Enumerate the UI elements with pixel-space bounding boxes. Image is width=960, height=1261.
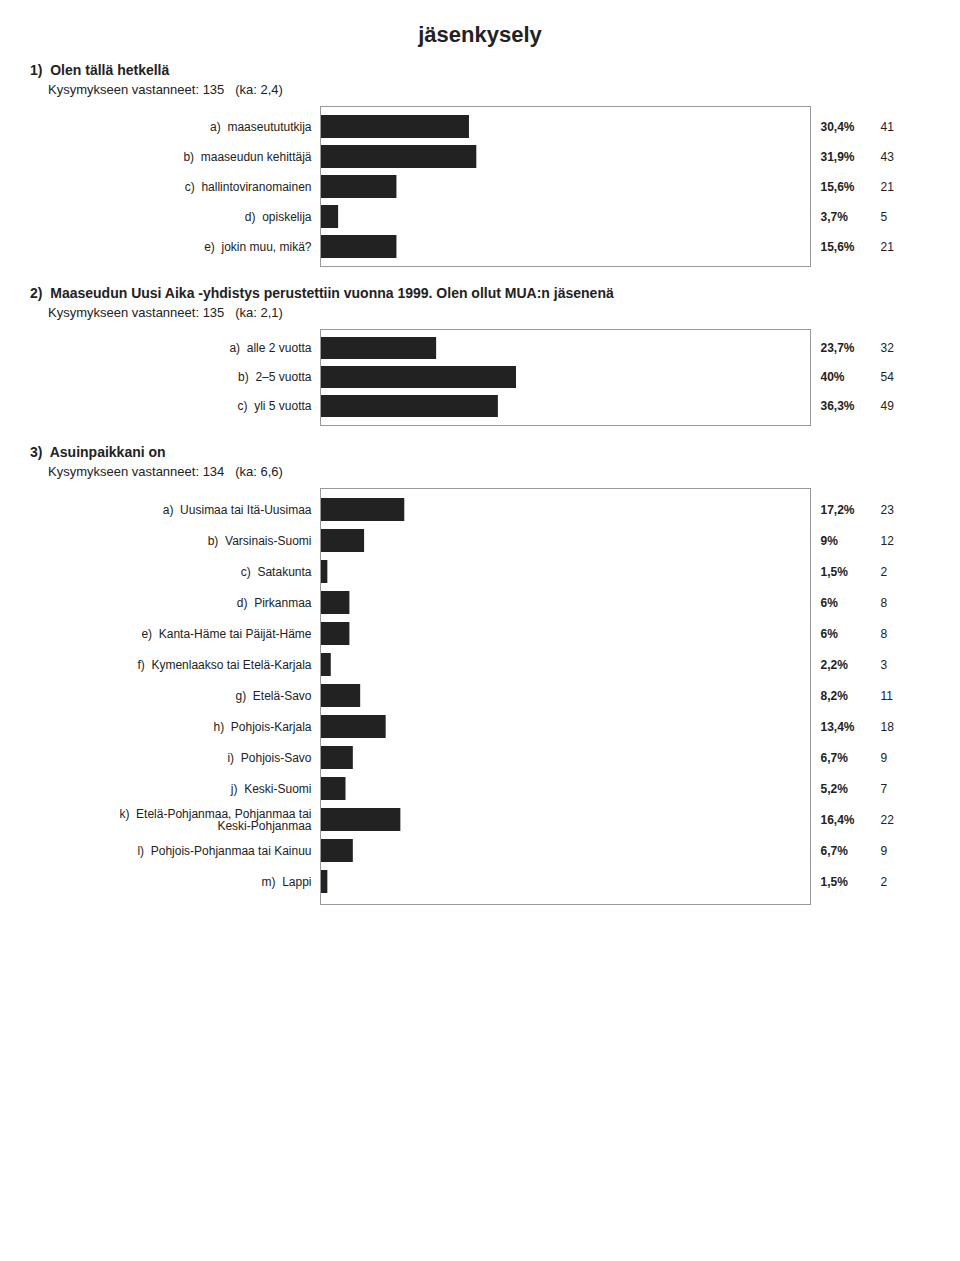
svg-text:2,2%: 2,2% — [821, 658, 849, 672]
svg-text:b) maaseudun kehittäjä: b) maaseudun kehittäjä — [183, 150, 311, 164]
svg-text:43: 43 — [881, 150, 895, 164]
svg-text:9%: 9% — [821, 534, 839, 548]
svg-text:41: 41 — [881, 120, 895, 134]
svg-text:17,2%: 17,2% — [821, 503, 855, 517]
svg-text:23: 23 — [881, 503, 895, 517]
svg-text:k) Etelä-Pohjanmaa, Pohjanmaa: k) Etelä-Pohjanmaa, Pohjanmaa taiKeski-P… — [119, 807, 311, 833]
svg-text:m) Lappi: m) Lappi — [261, 875, 311, 889]
svg-text:b) Varsinais-Suomi: b) Varsinais-Suomi — [208, 534, 312, 548]
svg-text:8: 8 — [881, 627, 888, 641]
svg-text:d) opiskelija: d) opiskelija — [245, 210, 312, 224]
svg-text:11: 11 — [881, 689, 894, 703]
svg-text:e) Kanta-Häme tai Päijät-Häme: e) Kanta-Häme tai Päijät-Häme — [141, 627, 311, 641]
svg-text:5,2%: 5,2% — [821, 782, 849, 796]
svg-text:6,7%: 6,7% — [821, 751, 849, 765]
svg-text:15,6%: 15,6% — [821, 240, 855, 254]
svg-text:8,2%: 8,2% — [821, 689, 849, 703]
svg-text:f) Kymenlaakso tai Etelä-Karj: f) Kymenlaakso tai Etelä-Karjala — [137, 658, 311, 672]
svg-text:g) Etelä-Savo: g) Etelä-Savo — [235, 689, 311, 703]
svg-text:c) yli 5 vuotta: c) yli 5 vuotta — [237, 399, 311, 413]
svg-text:5: 5 — [881, 210, 888, 224]
html-text:Kysymykseen vastanneet: 135 (k: Kysymykseen vastanneet: 135 (ka: 2,4) — [48, 82, 283, 97]
html-text:1) Olen tällä hetkellä: 1) Olen tällä hetkellä — [30, 62, 170, 78]
svg-text:i) Pohjois-Savo: i) Pohjois-Savo — [227, 751, 311, 765]
html-text:jäsenkysely: jäsenkysely — [418, 22, 542, 47]
svg-text:j) Keski-Suomi: j) Keski-Suomi — [230, 782, 312, 796]
svg-text:l) Pohjois-Pohjanmaa tai Kain: l) Pohjois-Pohjanmaa tai Kainuu — [137, 844, 311, 858]
svg-text:30,4%: 30,4% — [821, 120, 855, 134]
svg-text:9: 9 — [881, 751, 888, 765]
html-text:2) Maaseudun Uusi Aika -yhdist: 2) Maaseudun Uusi Aika -yhdistys peruste… — [30, 285, 614, 301]
svg-text:9: 9 — [881, 844, 888, 858]
svg-text:3: 3 — [881, 658, 888, 672]
svg-text:32: 32 — [881, 341, 895, 355]
svg-text:6%: 6% — [821, 627, 839, 641]
svg-text:e) jokin muu, mikä?: e) jokin muu, mikä? — [204, 240, 312, 254]
svg-text:c) hallintoviranomainen: c) hallintoviranomainen — [185, 180, 312, 194]
svg-text:7: 7 — [881, 782, 888, 796]
svg-text:h) Pohjois-Karjala: h) Pohjois-Karjala — [213, 720, 311, 734]
svg-text:a) maaseutututkija: a) maaseutututkija — [210, 120, 312, 134]
svg-text:1,5%: 1,5% — [821, 565, 849, 579]
svg-text:3,7%: 3,7% — [821, 210, 849, 224]
svg-text:a) alle 2 vuotta: a) alle 2 vuotta — [229, 341, 311, 355]
svg-text:36,3%: 36,3% — [821, 399, 855, 413]
svg-text:40%: 40% — [821, 370, 845, 384]
svg-text:8: 8 — [881, 596, 888, 610]
svg-text:21: 21 — [881, 180, 895, 194]
svg-text:23,7%: 23,7% — [821, 341, 855, 355]
svg-text:22: 22 — [881, 813, 895, 827]
svg-text:d) Pirkanmaa: d) Pirkanmaa — [237, 596, 312, 610]
svg-text:b) 2–5 vuotta: b) 2–5 vuotta — [238, 370, 312, 384]
svg-text:31,9%: 31,9% — [821, 150, 855, 164]
svg-text:6%: 6% — [821, 596, 839, 610]
svg-text:2: 2 — [881, 565, 888, 579]
html-text:Kysymykseen vastanneet: 135 (k: Kysymykseen vastanneet: 135 (ka: 2,1) — [48, 305, 283, 320]
svg-text:2: 2 — [881, 875, 888, 889]
svg-text:54: 54 — [881, 370, 895, 384]
svg-text:1,5%: 1,5% — [821, 875, 849, 889]
svg-text:13,4%: 13,4% — [821, 720, 855, 734]
svg-text:a) Uusimaa tai Itä-Uusimaa: a) Uusimaa tai Itä-Uusimaa — [163, 503, 312, 517]
svg-text:15,6%: 15,6% — [821, 180, 855, 194]
html-text:3) Asuinpaikkani on: 3) Asuinpaikkani on — [30, 444, 166, 460]
svg-text:c) Satakunta: c) Satakunta — [241, 565, 312, 579]
svg-text:21: 21 — [881, 240, 895, 254]
svg-text:16,4%: 16,4% — [821, 813, 855, 827]
svg-text:12: 12 — [881, 534, 895, 548]
svg-text:49: 49 — [881, 399, 895, 413]
html-text:Kysymykseen vastanneet: 134 (k: Kysymykseen vastanneet: 134 (ka: 6,6) — [48, 464, 283, 479]
svg-text:6,7%: 6,7% — [821, 844, 849, 858]
svg-text:18: 18 — [881, 720, 895, 734]
